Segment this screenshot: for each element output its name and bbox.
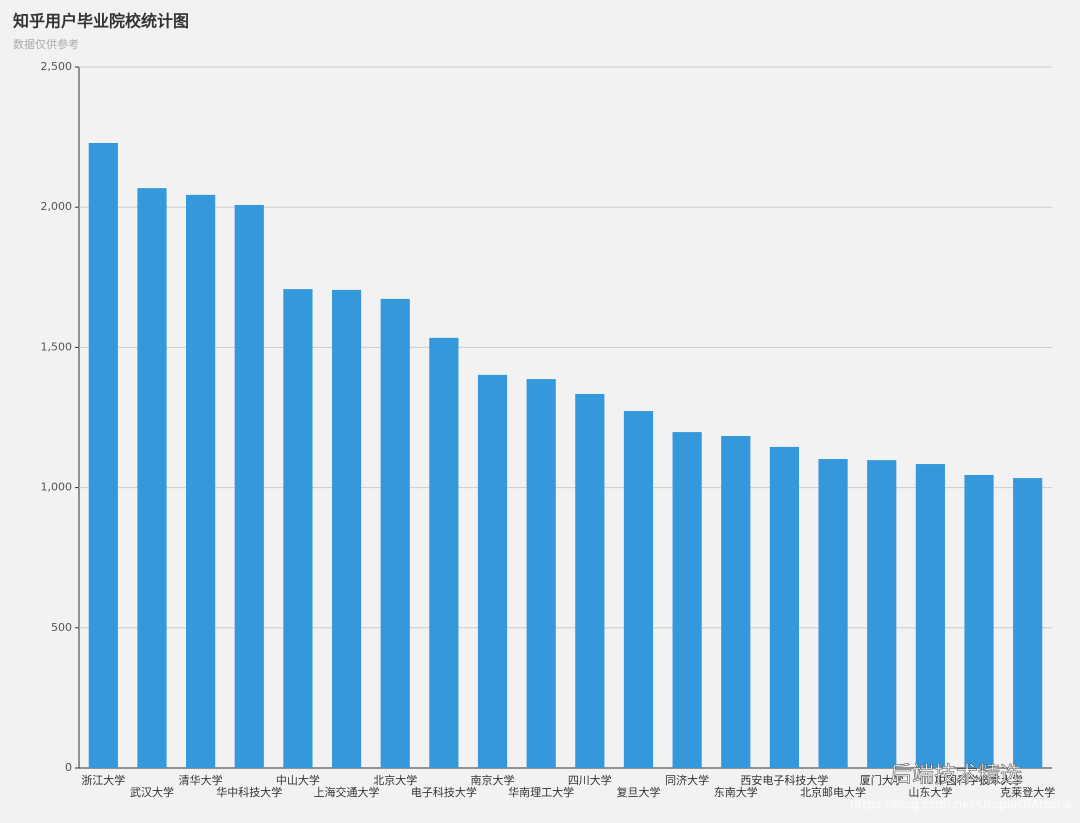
x-tick-label: 北京邮电大学 — [800, 785, 866, 799]
x-tick-label: 浙江大学 — [81, 773, 125, 787]
bar — [526, 379, 556, 768]
bar — [429, 337, 459, 768]
x-tick-label: 武汉大学 — [130, 785, 174, 799]
bar — [575, 393, 605, 768]
chart-title: 知乎用户毕业院校统计图 — [13, 12, 189, 31]
bar — [672, 432, 702, 768]
bar — [234, 204, 264, 769]
x-tick-label: 清华大学 — [179, 773, 223, 787]
x-tick-label: 复旦大学 — [616, 785, 660, 799]
y-tick-label: 2,500 — [41, 60, 73, 73]
bar — [186, 194, 216, 768]
x-tick-label: 厦门大学 — [860, 773, 904, 787]
x-tick-label: 西安电子科技大学 — [740, 773, 828, 787]
x-tick-label: 电子科技大学 — [411, 785, 477, 799]
y-tick-label: 0 — [65, 761, 72, 774]
x-tick-label: 北京大学 — [373, 773, 417, 787]
bar — [915, 464, 945, 768]
chart-subtitle: 数据仅供参考 — [13, 37, 79, 51]
bar — [1013, 478, 1043, 768]
x-tick-label: 四川大学 — [568, 773, 612, 787]
bar — [137, 188, 167, 768]
bar — [721, 436, 751, 768]
y-tick-label: 2,000 — [41, 200, 73, 213]
x-tick-label: 同济大学 — [665, 773, 709, 787]
x-tick-label: 上海交通大学 — [314, 785, 380, 799]
bar — [283, 289, 313, 768]
bar — [88, 142, 118, 768]
bar — [380, 298, 410, 768]
x-tick-label: 华南理工大学 — [508, 785, 574, 799]
bar — [818, 458, 848, 768]
x-tick-label: 东南大学 — [714, 785, 758, 799]
x-tick-label: 中国科学技术大学 — [935, 773, 1023, 787]
watermark-brand: 后端技术精选 — [890, 763, 1022, 788]
bar — [477, 374, 508, 768]
x-tick-label: 山东大学 — [908, 785, 952, 799]
plot: 0 500 1,000 1,500 2,000 2,500 浙江大学武汉大学清华大学华中科技… — [41, 60, 1056, 799]
x-tick-label: 华中科技大学 — [216, 785, 282, 799]
bar — [964, 474, 994, 768]
y-tick-label: 500 — [51, 621, 72, 634]
bar — [623, 411, 654, 768]
x-tick-label: 克莱登大学 — [1000, 785, 1055, 799]
x-tick-label: 中山大学 — [276, 773, 320, 787]
bar — [331, 289, 362, 768]
watermark-url: https://blog.csdn.net/UtopiaOfArtoria — [850, 798, 1072, 812]
y-tick-label: 1,500 — [41, 340, 73, 353]
x-tick-label: 南京大学 — [471, 773, 515, 787]
bar — [867, 460, 897, 768]
bar — [769, 446, 800, 768]
y-tick-label: 1,000 — [41, 481, 73, 494]
